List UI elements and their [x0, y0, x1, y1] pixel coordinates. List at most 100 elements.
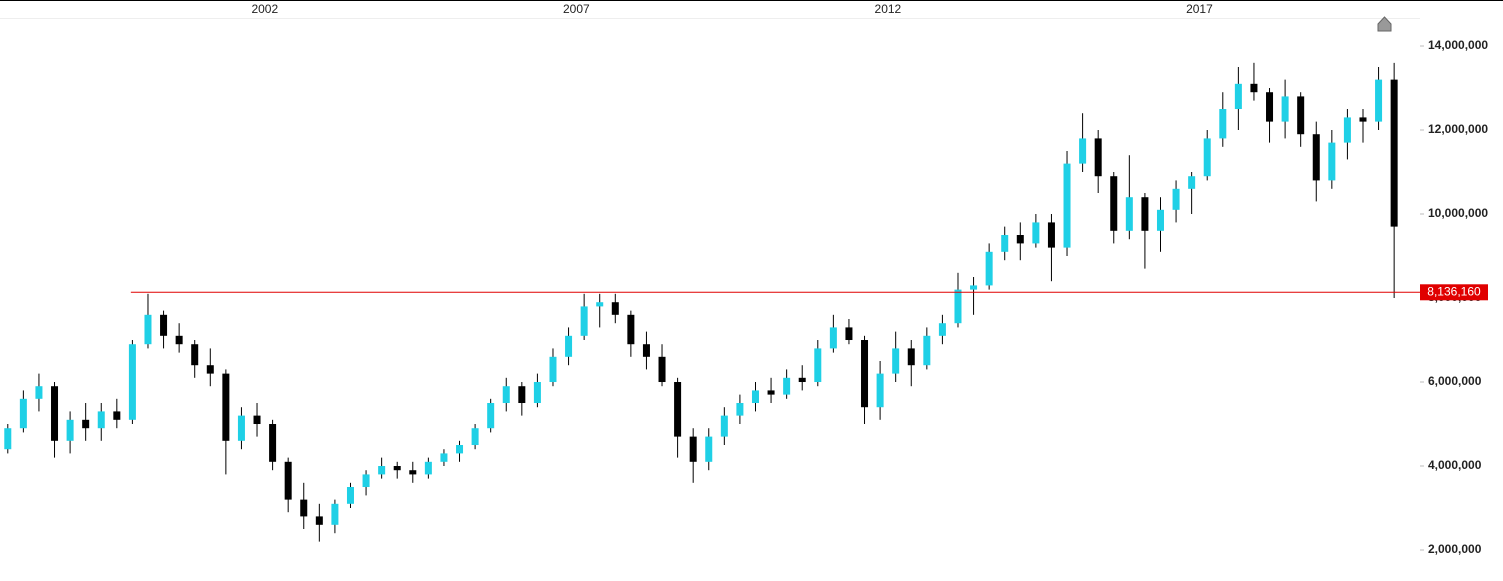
- candle-body: [549, 356, 557, 383]
- candle-body: [35, 386, 43, 399]
- candle-body: [346, 487, 354, 504]
- candle-body: [1266, 92, 1274, 122]
- y-tick-label: 14,000,000: [1428, 38, 1488, 52]
- candle-body: [1281, 96, 1289, 122]
- candle-body: [1312, 134, 1320, 181]
- candle-body: [269, 424, 277, 462]
- candle-body: [705, 436, 713, 462]
- candle-body: [1110, 176, 1118, 231]
- candle-body: [1125, 197, 1133, 231]
- candle-body: [144, 314, 152, 345]
- candle-body: [331, 503, 339, 525]
- candle-body: [798, 377, 806, 383]
- candle-body: [300, 499, 308, 517]
- candle-body: [767, 390, 775, 395]
- home-icon[interactable]: [1377, 16, 1392, 32]
- candle-body: [1328, 142, 1336, 181]
- candle-body: [565, 335, 573, 357]
- y-tick-label: 10,000,000: [1428, 206, 1488, 220]
- candle-body: [845, 327, 853, 341]
- y-tick-label: 2,000,000: [1428, 542, 1482, 556]
- candle-body: [1203, 138, 1211, 177]
- price-label-bg: [1420, 284, 1488, 301]
- candle-body: [580, 306, 588, 336]
- candle-body: [627, 314, 635, 345]
- candle-body: [1172, 188, 1180, 210]
- candle-body: [502, 386, 510, 404]
- candle-body: [237, 415, 245, 441]
- price-label: 8,136,160: [1427, 284, 1481, 298]
- candle-body: [128, 344, 136, 420]
- candle-body: [596, 302, 604, 307]
- candle-body: [1047, 222, 1055, 248]
- candle-body: [674, 382, 682, 437]
- y-tick-label: 12,000,000: [1428, 122, 1488, 136]
- candle-body: [720, 415, 728, 437]
- candle-body: [1297, 96, 1305, 135]
- y-tick-label: 4,000,000: [1428, 458, 1482, 472]
- candle-body: [518, 386, 526, 404]
- candle-body: [751, 390, 759, 404]
- candle-body: [1156, 209, 1164, 231]
- candle-body: [440, 453, 448, 462]
- candle-body: [938, 323, 946, 336]
- candle-body: [985, 251, 993, 286]
- candle-body: [1016, 235, 1024, 244]
- candle-body: [222, 373, 230, 441]
- candle-body: [424, 461, 432, 475]
- candle-body: [1141, 197, 1149, 231]
- candle-body: [689, 436, 697, 462]
- candle-body: [1219, 109, 1227, 139]
- candle-body: [1079, 138, 1087, 164]
- candle-body: [829, 327, 837, 349]
- candle-body: [66, 419, 74, 441]
- candle-body: [315, 516, 323, 525]
- candle-body: [861, 340, 869, 408]
- candle-body: [1343, 117, 1351, 143]
- candle-body: [970, 285, 978, 290]
- candle-body: [97, 411, 105, 429]
- candle-body: [362, 474, 370, 488]
- candle-body: [82, 419, 90, 429]
- candle-body: [533, 382, 541, 404]
- candle-body: [642, 344, 650, 357]
- candle-body: [51, 386, 59, 441]
- candle-body: [783, 377, 791, 395]
- candle-body: [1390, 79, 1398, 227]
- candle-body: [1188, 176, 1196, 189]
- x-tick-label: 2017: [1186, 2, 1213, 16]
- candle-body: [4, 428, 12, 450]
- candle-body: [206, 365, 214, 374]
- candle-body: [907, 348, 915, 366]
- candle-body: [892, 348, 900, 374]
- candle-body: [471, 428, 479, 446]
- candle-body: [1359, 117, 1367, 122]
- candle-body: [113, 411, 121, 420]
- candle-body: [1001, 235, 1009, 252]
- candle-body: [175, 335, 183, 345]
- candle-body: [284, 461, 292, 500]
- candle-body: [160, 314, 168, 336]
- candle-body: [1375, 79, 1383, 122]
- candle-body: [409, 470, 417, 475]
- x-tick-label: 2007: [563, 2, 590, 16]
- candle-body: [378, 466, 386, 475]
- candle-body: [814, 348, 822, 383]
- x-tick-label: 2012: [875, 2, 902, 16]
- candle-body: [456, 445, 464, 454]
- candle-body: [611, 302, 619, 315]
- candle-body: [954, 289, 962, 324]
- candle-body: [876, 373, 884, 408]
- candle-body: [1234, 83, 1242, 110]
- candle-body: [487, 403, 495, 429]
- candle-body: [253, 415, 261, 425]
- candle-body: [658, 356, 666, 383]
- candle-body: [1063, 163, 1071, 248]
- candle-body: [923, 335, 931, 366]
- candle-body: [19, 398, 27, 429]
- x-tick-label: 2002: [251, 2, 278, 16]
- candle-body: [393, 466, 401, 471]
- candle-body: [191, 344, 199, 366]
- candle-body: [1094, 138, 1102, 177]
